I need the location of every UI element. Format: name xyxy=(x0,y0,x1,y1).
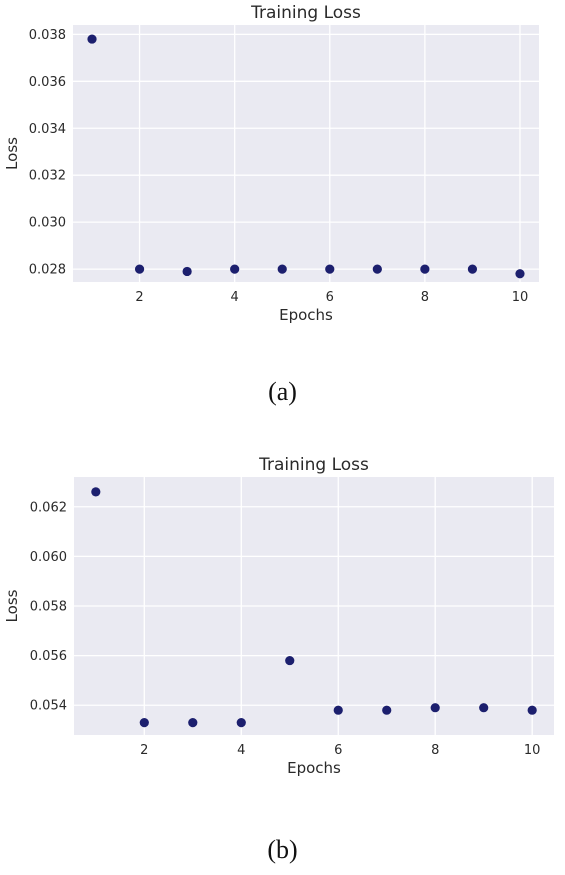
x-tick-label: 2 xyxy=(135,290,143,305)
data-point xyxy=(230,264,240,274)
data-point xyxy=(527,705,537,715)
x-tick-label: 8 xyxy=(421,290,429,305)
caption-a: (a) xyxy=(268,377,297,406)
y-tick-label: 0.060 xyxy=(30,550,67,565)
y-axis-label: Loss xyxy=(3,137,21,170)
scatter-chart-b: Training Loss 2 4 6 8 10 0.054 0.056 0.058 0.060 0… xyxy=(3,455,554,777)
data-point xyxy=(515,269,525,279)
y-tick-label: 0.036 xyxy=(29,75,66,90)
data-point xyxy=(87,34,97,44)
x-tick-label: 6 xyxy=(334,743,342,758)
x-axis-label: Epochs xyxy=(287,759,341,777)
data-point xyxy=(382,705,392,715)
chart-title: Training Loss xyxy=(258,455,369,475)
data-point xyxy=(325,264,335,274)
x-tick-label: 6 xyxy=(326,290,334,305)
chart-title: Training Loss xyxy=(250,3,361,23)
y-tick-label: 0.062 xyxy=(30,500,67,515)
data-point xyxy=(236,717,246,728)
y-tick-label: 0.056 xyxy=(30,649,67,664)
data-point xyxy=(420,264,430,274)
x-tick-label: 2 xyxy=(140,743,148,758)
x-tick-label: 10 xyxy=(512,290,529,305)
x-tick-label: 4 xyxy=(231,290,239,305)
data-point xyxy=(139,717,149,728)
plot-area xyxy=(73,25,539,282)
y-tick-label: 0.028 xyxy=(29,263,66,278)
data-point xyxy=(188,717,198,728)
data-point xyxy=(91,487,101,497)
data-point xyxy=(182,266,192,277)
chart-panel-b: Training Loss 2 4 6 8 10 0.054 0.056 0.058 0.060 0… xyxy=(0,445,565,795)
chart-panel-a: Training Loss 2 4 6 8 10 0.028 0.030 0.032 0.034 0… xyxy=(0,0,565,340)
x-tick-label: 8 xyxy=(431,743,439,758)
y-tick-label: 0.032 xyxy=(29,169,66,184)
data-point xyxy=(479,703,489,713)
data-point xyxy=(277,264,287,274)
x-tick-label: 10 xyxy=(524,743,541,758)
scatter-chart-a: Training Loss 2 4 6 8 10 0.028 0.030 0.032 0.034 0… xyxy=(3,3,539,324)
y-tick-label: 0.034 xyxy=(29,122,66,137)
x-axis-label: Epochs xyxy=(279,306,333,324)
y-axis-label: Loss xyxy=(3,589,21,622)
y-tick-label: 0.058 xyxy=(30,600,67,615)
y-tick-label: 0.030 xyxy=(29,216,66,231)
y-tick-label: 0.038 xyxy=(29,28,66,43)
y-tick-label: 0.054 xyxy=(30,699,67,714)
caption-b: (b) xyxy=(267,835,298,864)
data-point xyxy=(134,264,145,274)
data-point xyxy=(285,655,295,666)
data-point xyxy=(467,264,478,274)
data-point xyxy=(333,705,343,715)
data-point xyxy=(372,264,382,274)
x-tick-label: 4 xyxy=(237,743,245,758)
data-point xyxy=(430,703,440,713)
